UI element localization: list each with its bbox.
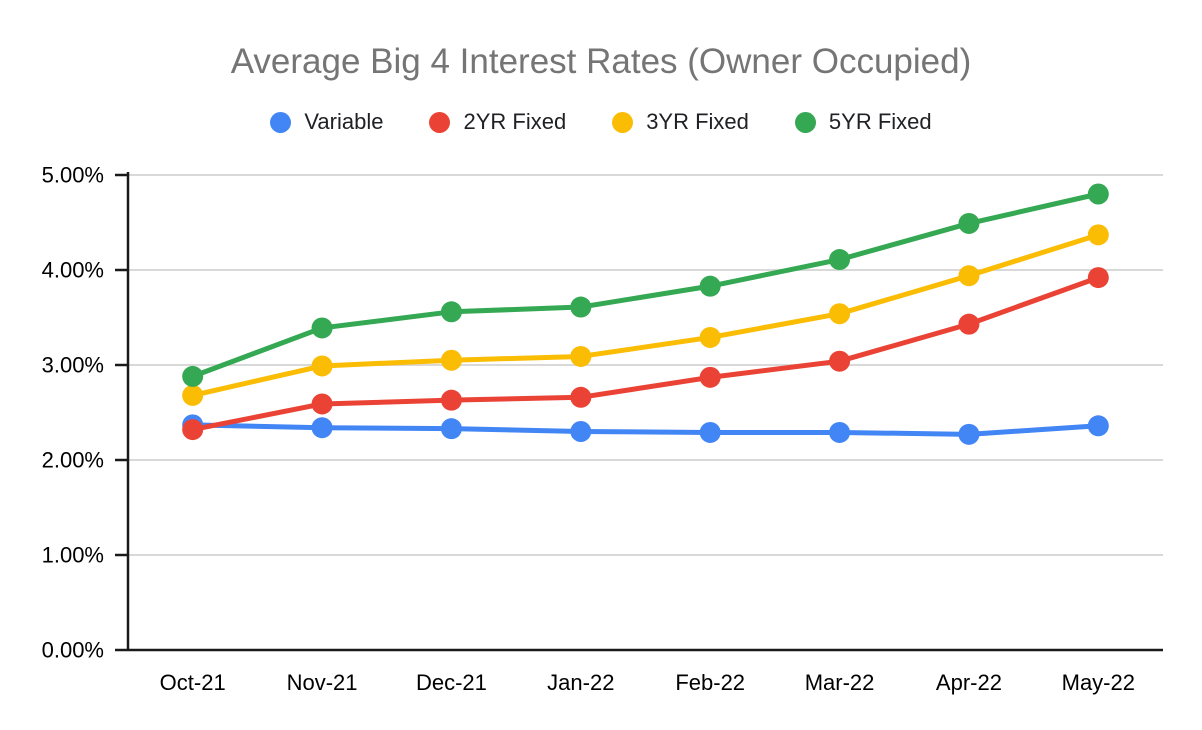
legend-swatch-icon: [794, 111, 816, 133]
data-point-3yr-fixed-dec-21: [440, 349, 462, 371]
data-point-3yr-fixed-apr-22: [958, 265, 980, 287]
y-axis-tick-label: 0.00%: [42, 638, 104, 663]
data-point-3yr-fixed-mar-22: [829, 303, 851, 325]
legend-label: 3YR Fixed: [646, 109, 749, 134]
x-axis-tick-label: Mar-22: [805, 670, 875, 695]
data-point-variable-dec-21: [440, 418, 462, 440]
chart-title: Average Big 4 Interest Rates (Owner Occu…: [230, 42, 972, 81]
data-point-3yr-fixed-nov-21: [311, 355, 333, 377]
y-axis-tick-label: 4.00%: [42, 258, 104, 283]
data-point-5yr-fixed-nov-21: [311, 317, 333, 339]
legend-label: 2YR Fixed: [463, 109, 567, 134]
x-axis-tick-label: Dec-21: [416, 670, 487, 695]
data-point-5yr-fixed-jan-22: [570, 296, 592, 318]
data-point-2yr-fixed-nov-21: [311, 393, 333, 415]
y-axis-tick-label: 2.00%: [42, 448, 104, 473]
data-point-2yr-fixed-may-22: [1087, 267, 1109, 289]
x-axis-tick-label: Jan-22: [547, 670, 614, 695]
data-point-variable-apr-22: [958, 423, 980, 445]
data-point-2yr-fixed-apr-22: [958, 313, 980, 335]
data-point-5yr-fixed-dec-21: [440, 301, 462, 323]
legend-item-3yr-fixed: 3YR Fixed: [612, 109, 749, 135]
data-point-2yr-fixed-jan-22: [570, 386, 592, 408]
legend-swatch-icon: [612, 111, 634, 133]
data-point-3yr-fixed-oct-21: [182, 384, 204, 406]
x-axis-tick-label: Feb-22: [675, 670, 745, 695]
data-point-5yr-fixed-oct-21: [182, 365, 204, 387]
y-axis-tick-label: 5.00%: [42, 163, 104, 188]
data-point-3yr-fixed-jan-22: [570, 345, 592, 367]
data-point-5yr-fixed-apr-22: [958, 212, 980, 234]
data-point-5yr-fixed-mar-22: [829, 249, 851, 271]
legend-swatch-icon: [429, 111, 451, 133]
y-axis-tick-label: 3.00%: [42, 353, 104, 378]
legend-item-2yr-fixed: 2YR Fixed: [429, 109, 566, 135]
data-point-variable-nov-21: [311, 417, 333, 439]
x-axis-tick-label: Nov-21: [287, 670, 358, 695]
y-axis-tick-label: 1.00%: [42, 543, 104, 568]
x-axis-tick-label: May-22: [1062, 670, 1135, 695]
x-axis-tick-label: Apr-22: [936, 670, 1002, 695]
legend-item-5yr-fixed: 5YR Fixed: [794, 109, 932, 135]
series-line-5yr-fixed: [190, 191, 1101, 379]
legend-label: Variable: [304, 109, 384, 134]
data-point-variable-may-22: [1087, 415, 1109, 437]
series-line-3yr-fixed: [190, 232, 1101, 398]
legend-swatch-icon: [270, 111, 292, 133]
data-point-variable-mar-22: [829, 421, 851, 443]
legend-item-variable: Variable: [270, 109, 383, 135]
series-line-variable: [190, 422, 1101, 437]
chart-legend: Variable 2YR Fixed 3YR Fixed 5YR Fixed: [0, 104, 1202, 140]
legend-label: 5YR Fixed: [828, 109, 932, 134]
data-point-variable-jan-22: [570, 421, 592, 442]
data-point-2yr-fixed-dec-21: [440, 389, 462, 411]
data-point-2yr-fixed-mar-22: [829, 350, 851, 372]
x-axis-tick-label: Oct-21: [160, 670, 226, 695]
data-point-5yr-fixed-may-22: [1087, 183, 1109, 205]
data-point-3yr-fixed-feb-22: [699, 326, 721, 348]
data-point-2yr-fixed-oct-21: [182, 419, 204, 441]
data-point-5yr-fixed-feb-22: [699, 275, 721, 297]
data-point-3yr-fixed-may-22: [1087, 224, 1109, 246]
data-point-2yr-fixed-feb-22: [699, 366, 721, 388]
series-line-2yr-fixed: [190, 275, 1101, 433]
data-point-variable-feb-22: [699, 421, 721, 443]
